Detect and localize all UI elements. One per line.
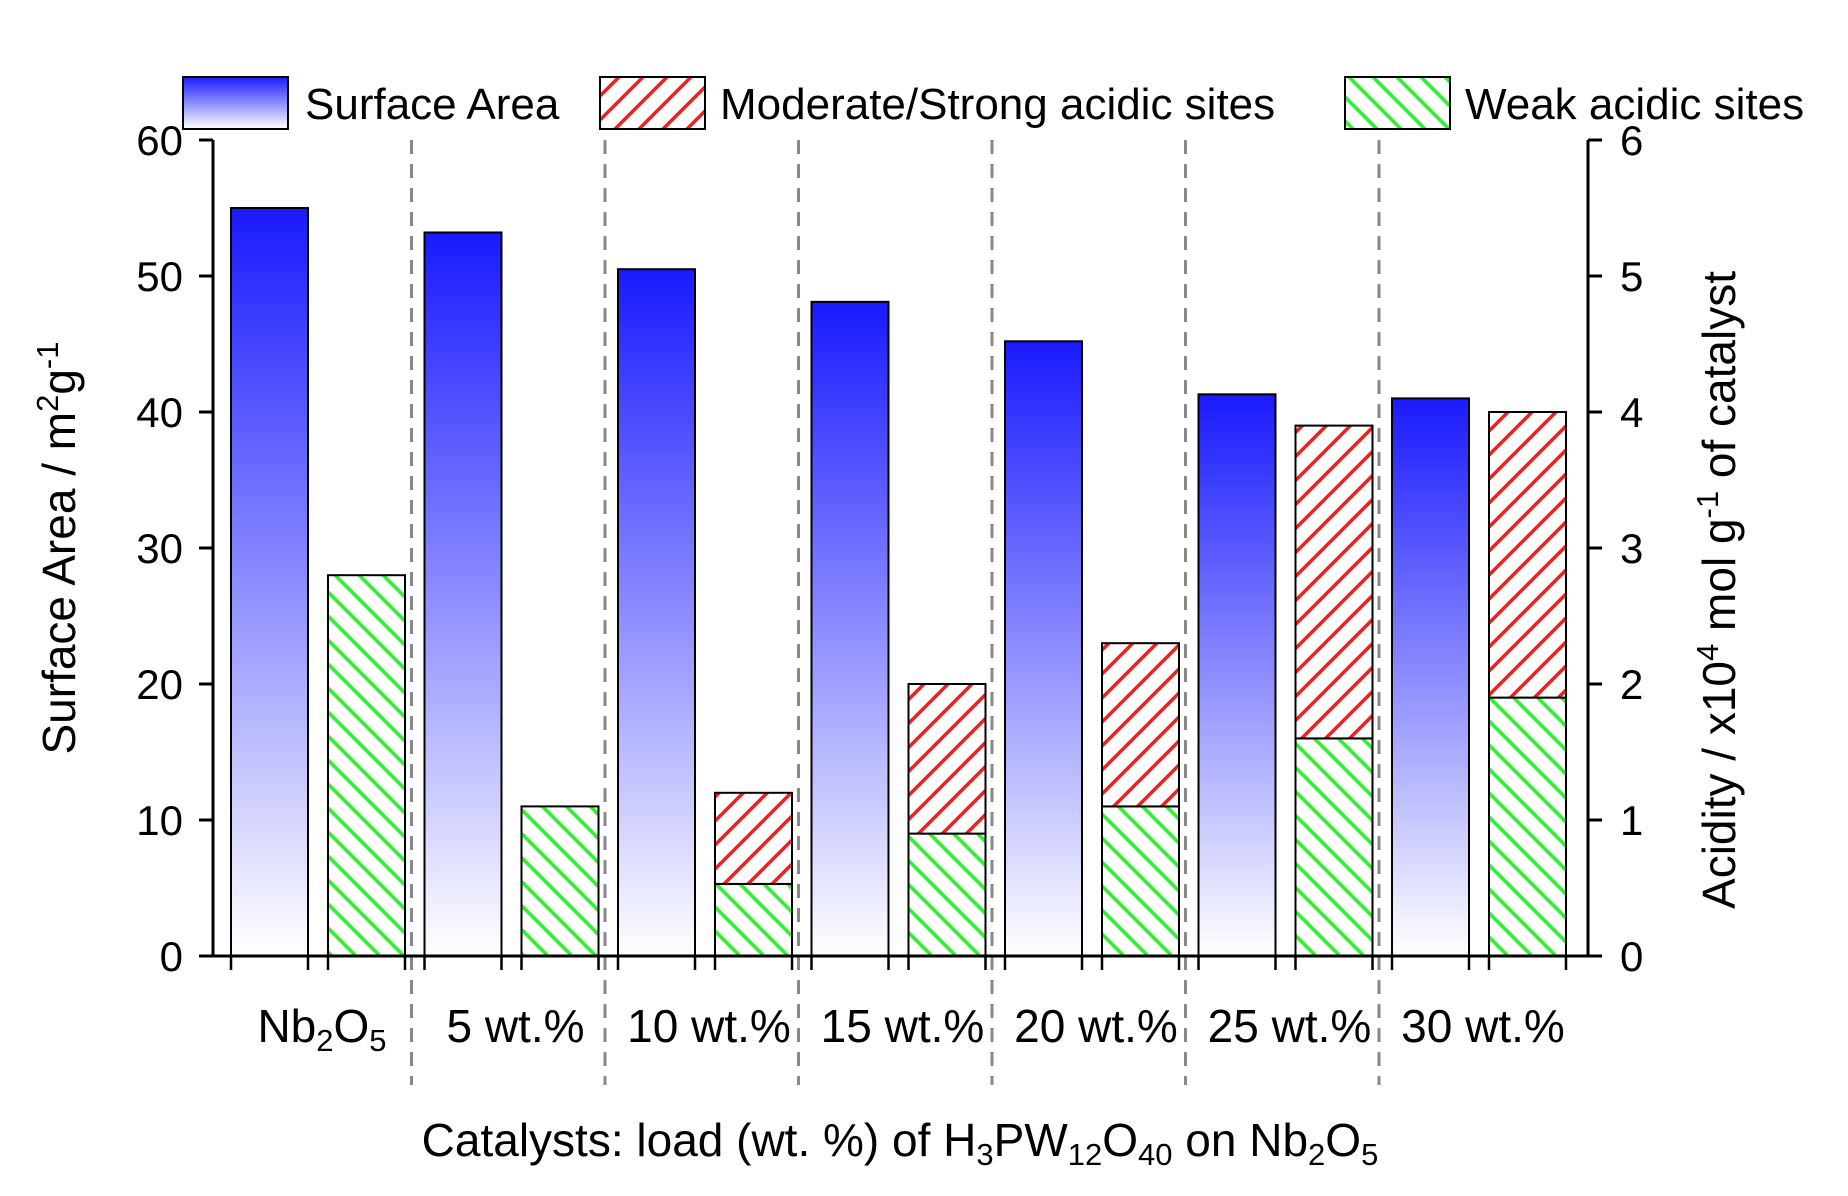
right-tick-label: 3 — [1620, 525, 1643, 572]
bars — [230, 207, 1567, 958]
legend-swatch — [599, 76, 706, 130]
bar-weak-acidic — [714, 882, 793, 957]
legend-label: Moderate/Strong acidic sites — [720, 80, 1275, 129]
legend-label: Weak acidic sites — [1465, 80, 1804, 129]
bar-moderate-strong-acidic — [1101, 642, 1180, 808]
bar-moderate-strong-acidic — [1488, 411, 1567, 699]
bar-weak-acidic — [327, 574, 406, 957]
labels: Nb2O5 5 wt.% 10 wt.% 15 wt.% 20 wt.% 25 wt.% 3… — [30, 271, 1745, 1172]
bar-surface-area — [1197, 393, 1277, 957]
legend-swatch — [1344, 76, 1451, 130]
bar-surface-area — [230, 207, 309, 957]
category-label: 5 wt.% — [446, 1000, 584, 1052]
y-right-axis-title: Acidity / x104 mol g-1 of catalyst — [1690, 271, 1745, 909]
bar-weak-acidic — [1294, 737, 1374, 958]
right-tick-label: 5 — [1620, 253, 1643, 300]
category-label: 10 wt.% — [627, 1000, 791, 1052]
category-label: Nb2O5 — [257, 1000, 386, 1058]
bar-weak-acidic — [1101, 805, 1180, 958]
left-tick-label: 0 — [160, 933, 183, 980]
bar-surface-area — [617, 268, 696, 957]
bar-surface-area — [1391, 397, 1470, 957]
right-tick-label: 0 — [1620, 933, 1643, 980]
left-tick-label: 30 — [136, 525, 183, 572]
category-label: 25 wt.% — [1208, 1000, 1372, 1052]
legend: Surface Area Moderate/Strong acidic sites… — [182, 76, 1804, 130]
bar-weak-acidic — [520, 805, 600, 958]
left-tick-label: 10 — [136, 797, 183, 844]
right-tick-label: 2 — [1620, 661, 1643, 708]
left-tick-label: 20 — [136, 661, 183, 708]
bar-weak-acidic — [907, 832, 987, 957]
category-label: 15 wt.% — [821, 1000, 985, 1052]
bar-surface-area — [1004, 340, 1083, 957]
axes: 0 10 20 30 40 50 60 0 1 2 3 4 5 6 — [136, 117, 1643, 980]
left-tick-label: 60 — [136, 117, 183, 164]
right-tick-label: 6 — [1620, 117, 1643, 164]
bar-surface-area — [810, 300, 890, 957]
left-tick-label: 50 — [136, 253, 183, 300]
bar-moderate-strong-acidic — [714, 791, 793, 885]
category-dividers — [410, 140, 1381, 1085]
y-left-axis-title: Surface Area / m2g-1 — [30, 341, 85, 754]
bar-weak-acidic — [1488, 696, 1567, 957]
right-tick-label: 4 — [1620, 389, 1643, 436]
category-label: 20 wt.% — [1014, 1000, 1178, 1052]
bar-moderate-strong-acidic — [1294, 424, 1374, 740]
x-axis-title: Catalysts: load (wt. %) of H3PW12O40 on … — [422, 1114, 1379, 1172]
bar-surface-area — [423, 231, 503, 958]
bar-moderate-strong-acidic — [907, 683, 987, 835]
legend-swatch — [182, 76, 289, 130]
category-label: 30 wt.% — [1401, 1000, 1565, 1052]
right-tick-label: 1 — [1620, 797, 1643, 844]
left-tick-label: 40 — [136, 389, 183, 436]
legend-label: Surface Area — [305, 80, 560, 129]
